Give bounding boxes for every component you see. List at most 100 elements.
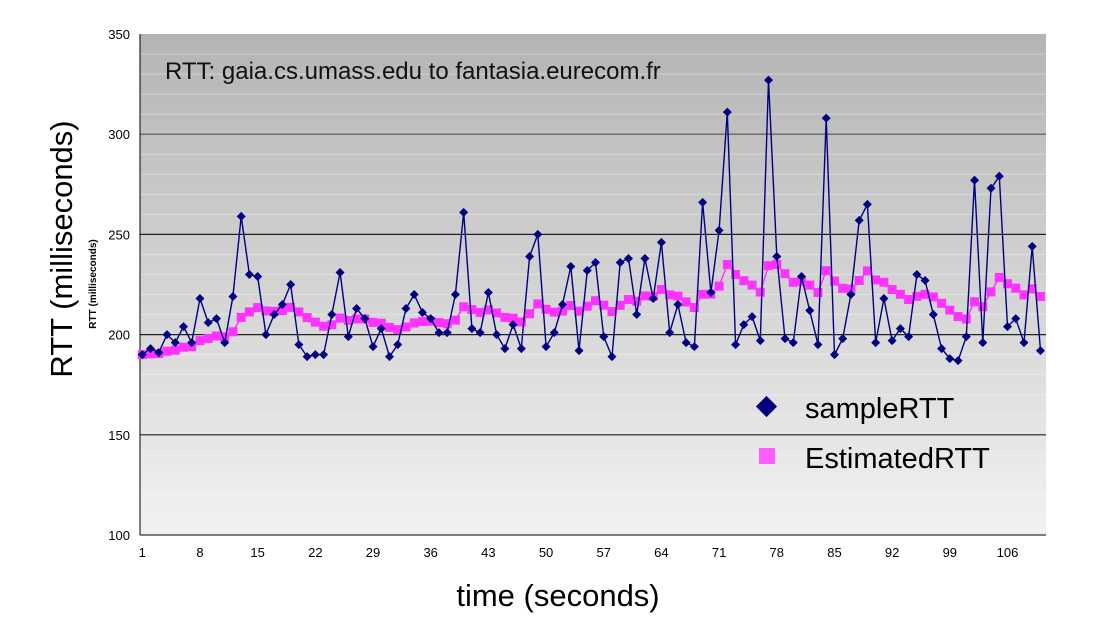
estimatedrtt-point <box>220 332 230 342</box>
estimatedrtt-point <box>286 302 296 312</box>
samplertt-point <box>764 75 774 85</box>
y-tick-label: 350 <box>108 27 130 42</box>
samplertt-point <box>912 269 922 279</box>
estimatedrtt-point <box>681 297 691 307</box>
samplertt-point <box>335 267 345 277</box>
estimatedrtt-point <box>459 302 469 312</box>
estimatedrtt-point <box>409 318 419 328</box>
estimatedrtt-point <box>673 291 683 301</box>
samplertt-point <box>805 306 815 316</box>
samplertt-point <box>277 300 287 310</box>
samplertt-point <box>541 342 551 352</box>
y-tick-label: 250 <box>108 227 130 242</box>
estimatedrtt-point <box>162 346 172 356</box>
estimatedrtt-point <box>343 315 353 325</box>
estimatedrtt-point <box>467 305 477 315</box>
samplertt-point <box>352 304 362 314</box>
legend-marker-samplertt <box>755 395 778 418</box>
estimatedrtt-point <box>277 306 287 316</box>
samplertt-point <box>714 225 724 235</box>
estimatedrtt-point <box>1027 284 1037 294</box>
estimatedrtt-point <box>566 301 576 311</box>
samplertt-point <box>146 344 156 354</box>
estimatedrtt-point <box>994 272 1004 282</box>
samplertt-point <box>994 171 1004 181</box>
samplertt-point <box>558 300 568 310</box>
samplertt-point <box>500 344 510 354</box>
samplertt-point <box>319 350 329 360</box>
samplertt-point <box>978 338 988 348</box>
samplertt-point <box>220 338 230 348</box>
samplertt-point <box>582 265 592 275</box>
estimatedrtt-point <box>302 313 312 323</box>
samplertt-point <box>302 352 312 362</box>
samplertt-point <box>945 354 955 364</box>
samplertt-point <box>1011 314 1021 324</box>
samplertt-point <box>269 310 279 320</box>
samplertt-point <box>953 356 963 366</box>
estimatedrtt-point <box>978 302 988 312</box>
estimatedrtt-point <box>146 349 156 359</box>
samplertt-point <box>409 290 419 300</box>
samplertt-point <box>566 261 576 271</box>
estimatedrtt-point <box>500 312 510 322</box>
samplertt-point <box>599 332 609 342</box>
y-axis-title-small: RTT (milliseconds) <box>88 239 99 328</box>
estimatedrtt-point <box>607 307 617 317</box>
estimatedrtt-point <box>516 317 526 327</box>
estimatedrtt-point <box>319 321 329 331</box>
estimatedrtt-point <box>261 306 271 316</box>
estimatedrtt-point <box>195 336 205 346</box>
estimatedrtt-point <box>170 345 180 355</box>
samplertt-point <box>755 336 765 346</box>
samplertt-point <box>426 314 436 324</box>
estimatedrtt-point <box>450 315 460 325</box>
samplertt-point <box>549 328 559 338</box>
samplertt-point <box>154 348 164 358</box>
estimatedrtt-point <box>615 300 625 310</box>
samplertt-point <box>706 288 716 298</box>
samplertt-point <box>294 340 304 350</box>
estimatedrtt-point <box>714 281 724 291</box>
samplertt-point <box>838 334 848 344</box>
samplertt-point <box>467 324 477 334</box>
x-tick-label: 99 <box>943 545 957 560</box>
background-stripes <box>140 53 1046 516</box>
estimatedrtt-point <box>179 342 188 352</box>
samplertt-point <box>195 294 205 304</box>
x-tick-label: 85 <box>827 545 841 560</box>
y-tick-label: 100 <box>108 528 130 543</box>
estimatedrtt-point <box>483 305 493 315</box>
samplertt-point <box>483 288 493 298</box>
estimatedrtt-point <box>689 303 699 313</box>
samplertt-point <box>203 318 213 328</box>
estimatedrtt-point <box>599 300 609 310</box>
estimatedrtt-point <box>244 307 254 317</box>
estimatedrtt-point <box>623 295 633 305</box>
x-tick-label: 1 <box>139 545 146 560</box>
samplertt-point <box>137 350 147 360</box>
x-tick-label: 22 <box>308 545 322 560</box>
samplertt-point <box>253 271 263 281</box>
estimatedrtt-point <box>574 306 584 316</box>
estimatedrtt-point <box>1003 279 1012 289</box>
estimatedrtt-point <box>376 318 386 328</box>
x-tick-label: 92 <box>885 545 899 560</box>
samplertt-point <box>961 332 971 342</box>
y-tick-labels: 100 150 200 250 300 350 <box>108 27 130 543</box>
samplertt-point <box>591 257 600 267</box>
estimatedrtt-point <box>755 287 765 297</box>
estimatedrtt-point <box>945 305 955 315</box>
estimatedrtt-point <box>656 285 666 295</box>
estimatedrtt-point <box>401 322 411 332</box>
estimatedrtt-point <box>937 298 947 308</box>
samplertt-point <box>343 332 353 342</box>
estimatedrtt-point <box>541 304 551 314</box>
samplertt-point <box>1003 322 1012 332</box>
samplertt-point <box>648 294 658 304</box>
samplertt-point <box>574 346 584 356</box>
x-tick-label: 15 <box>250 545 264 560</box>
estimatedrtt-point <box>591 296 600 306</box>
x-tick-labels: 1 8 15 22 29 36 43 50 57 64 71 78 85 92 99 106 <box>139 545 1019 560</box>
samplertt-point <box>904 332 914 342</box>
